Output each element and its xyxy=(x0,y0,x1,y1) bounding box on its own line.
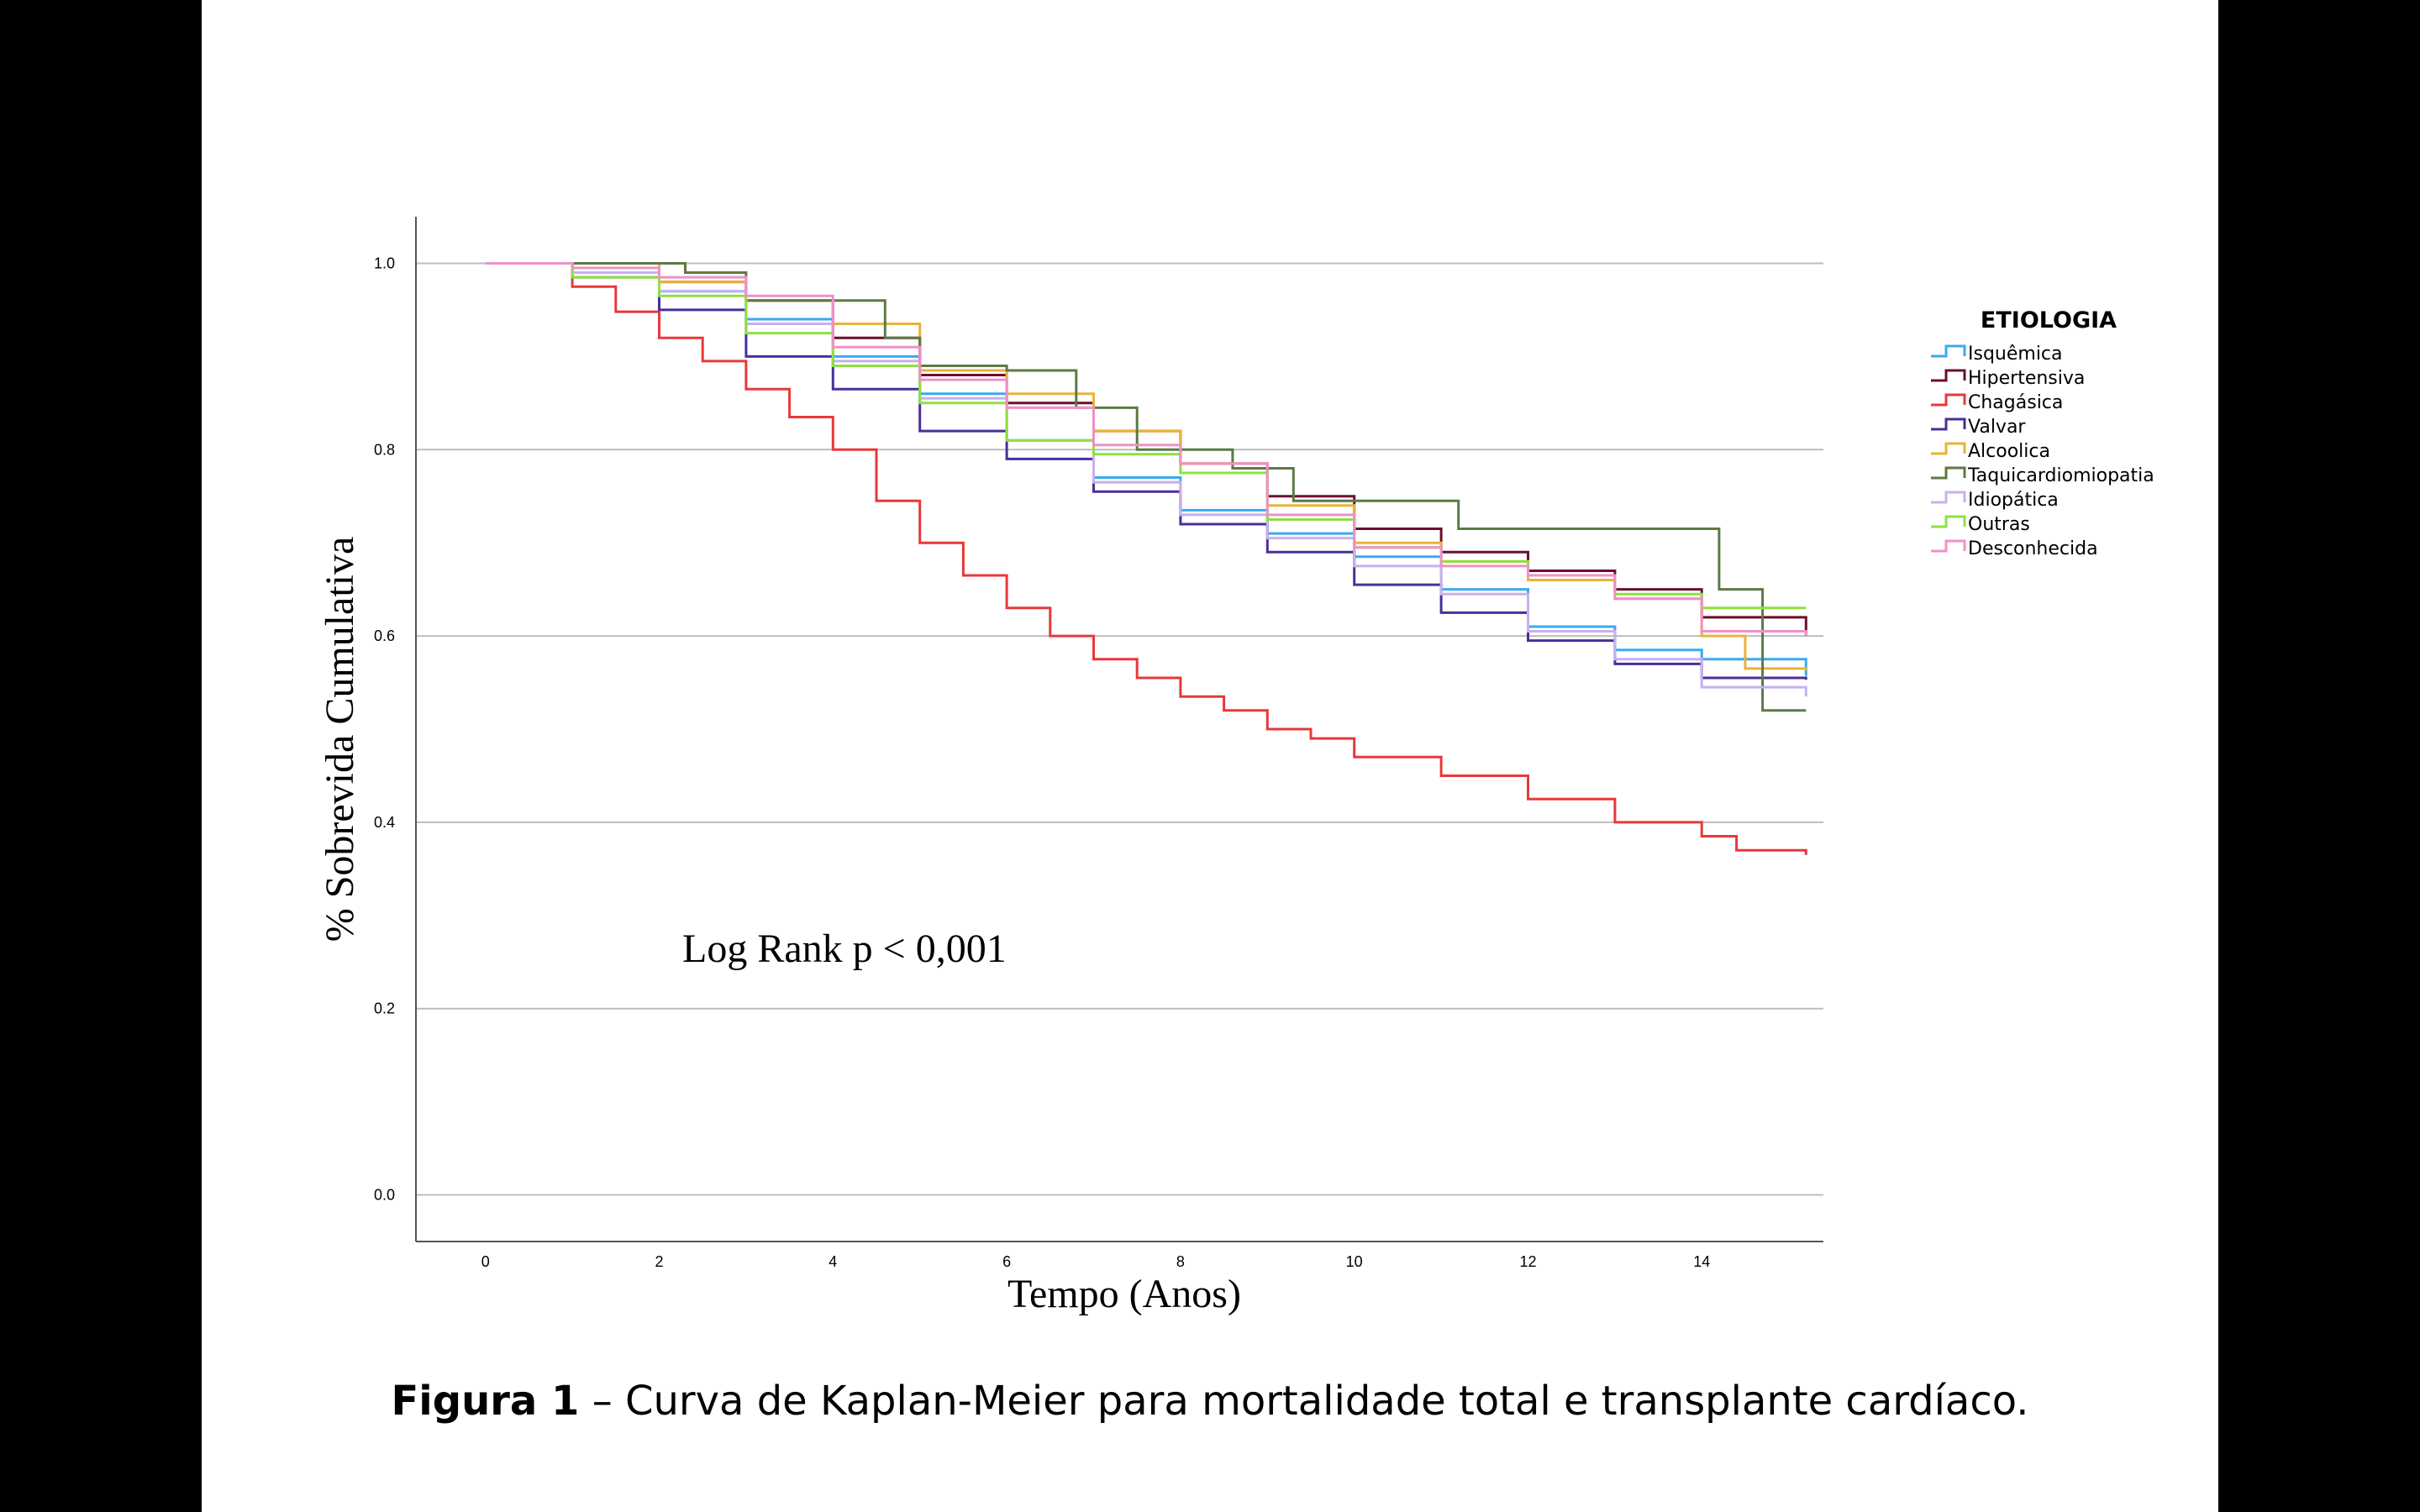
legend-swatch xyxy=(1931,515,1966,528)
kaplan-meier-chart: 0.0 0.2 0.4 0.6 0.8 1.0 0 2 4 6 8 10 12 14 % Sobrevid… xyxy=(318,217,2154,1316)
series-line-8 xyxy=(485,262,1807,610)
y-tick-label: 0.8 xyxy=(374,441,395,458)
legend-entry: Taquicardiomiopatia xyxy=(1967,465,2154,486)
series-line-6 xyxy=(485,262,1807,712)
legend-entry: Isquêmica xyxy=(1968,344,2063,365)
x-tick-label: 12 xyxy=(1519,1253,1536,1270)
log-rank-annotation: Log Rank p < 0,001 xyxy=(682,927,1007,971)
x-tick-label: 0 xyxy=(481,1253,490,1270)
series-line-4 xyxy=(485,262,1807,680)
legend-entry: Desconhecida xyxy=(1968,538,2098,559)
y-axis-title: % Sobrevida Cumulativa xyxy=(318,537,362,942)
legend-swatch xyxy=(1931,369,1966,382)
legend-entry: Idiopática xyxy=(1968,490,2059,511)
gridlines xyxy=(416,262,1823,1196)
legend-swatch xyxy=(1931,466,1966,480)
legend-entry: Alcoolica xyxy=(1968,441,2050,462)
y-tick-label: 1.0 xyxy=(374,255,395,271)
caption-label: Figura 1 xyxy=(391,1378,580,1425)
series-lines xyxy=(485,262,1807,855)
figure-caption: Figura 1 – Curva de Kaplan-Meier para mo… xyxy=(202,1378,2218,1425)
legend-entry: Valvar xyxy=(1968,417,2026,438)
x-tick-label: 2 xyxy=(655,1253,663,1270)
legend-entry: Outras xyxy=(1968,514,2030,535)
y-tick-label: 0.4 xyxy=(374,814,395,831)
axes xyxy=(415,217,1823,1242)
series-line-5 xyxy=(485,262,1807,671)
legend-swatch xyxy=(1931,491,1966,504)
x-tick-label: 8 xyxy=(1176,1253,1185,1270)
series-line-7 xyxy=(485,262,1807,697)
series-line-1 xyxy=(485,262,1807,676)
x-tick-label: 10 xyxy=(1346,1253,1363,1270)
x-tick-label: 6 xyxy=(1002,1253,1011,1270)
legend-swatch xyxy=(1931,442,1966,455)
series-line-9 xyxy=(485,262,1807,637)
legend: ETIOLOGIA Isquêmica Hipertensiva Chagásica… xyxy=(1931,307,2154,559)
y-tick-label: 0.0 xyxy=(374,1187,395,1204)
legend-title: ETIOLOGIA xyxy=(1981,307,2117,333)
legend-entry: Hipertensiva xyxy=(1968,368,2085,389)
series-line-3 xyxy=(485,262,1807,855)
x-tick-label: 14 xyxy=(1693,1253,1710,1270)
legend-swatch xyxy=(1931,539,1966,553)
legend-entry: Chagásica xyxy=(1968,392,2063,413)
y-tick-label: 0.2 xyxy=(374,1000,395,1017)
legend-swatch xyxy=(1931,393,1966,407)
legend-swatch xyxy=(1931,344,1966,358)
caption-text: – Curva de Kaplan-Meier para mortalidade… xyxy=(579,1378,2029,1425)
slide: 0.0 0.2 0.4 0.6 0.8 1.0 0 2 4 6 8 10 12 14 % Sobrevid… xyxy=(202,0,2218,1512)
x-tick-label: 4 xyxy=(829,1253,837,1270)
legend-swatch xyxy=(1931,417,1966,431)
tick-labels: 0.0 0.2 0.4 0.6 0.8 1.0 0 2 4 6 8 10 12 14 xyxy=(374,255,1710,1270)
x-axis-title: Tempo (Anos) xyxy=(1007,1272,1241,1316)
y-tick-label: 0.6 xyxy=(374,627,395,644)
